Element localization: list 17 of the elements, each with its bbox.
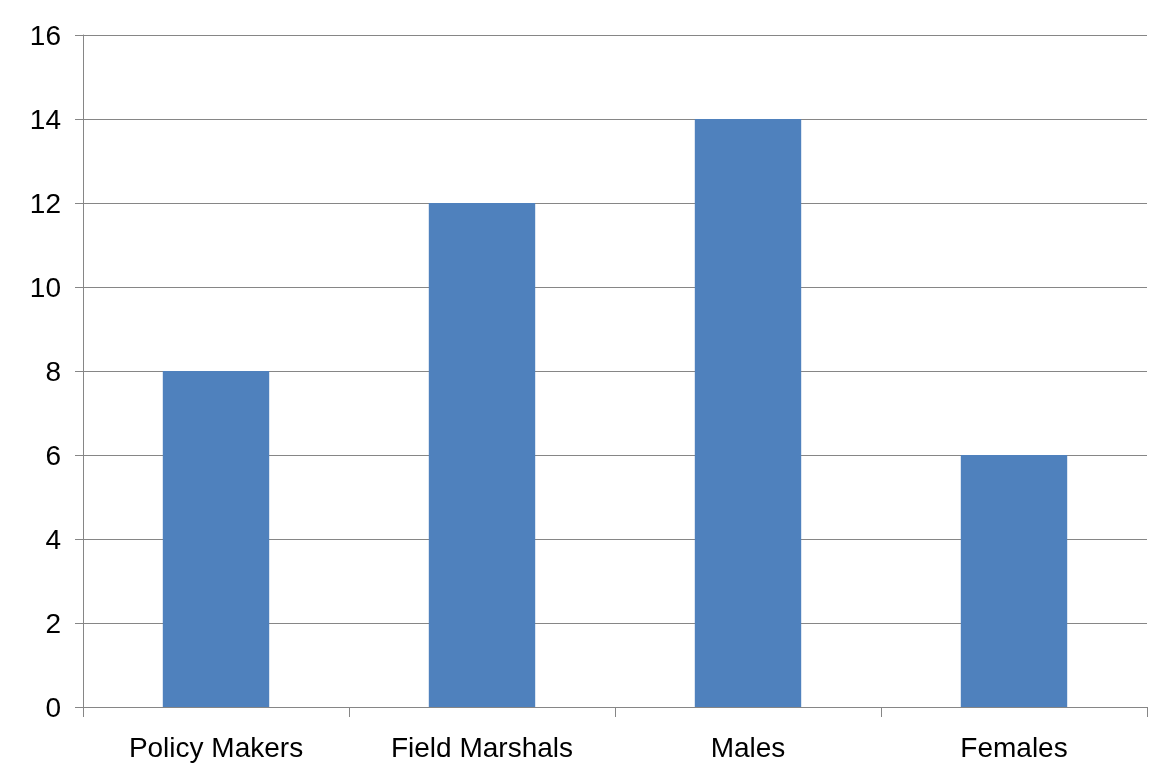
y-tick-label: 2 (45, 607, 61, 639)
y-tick-label: 16 (29, 19, 61, 51)
y-tick-label: 12 (29, 187, 61, 219)
x-tick-label: Policy Makers (128, 731, 304, 763)
x-tick-label: Females (960, 731, 1068, 763)
bar (162, 371, 270, 707)
x-tick-label: Males (710, 731, 786, 763)
y-tick-label: 8 (45, 355, 61, 387)
x-tick-label: Field Marshals (390, 731, 574, 763)
bar (960, 455, 1068, 707)
y-tick-label: 6 (45, 439, 61, 471)
y-tick-label: 14 (29, 103, 61, 135)
bar (428, 203, 536, 707)
y-tick-label: 4 (45, 523, 61, 555)
y-tick-label: 10 (29, 271, 61, 303)
bar (694, 119, 802, 707)
y-tick-label: 0 (45, 691, 61, 723)
